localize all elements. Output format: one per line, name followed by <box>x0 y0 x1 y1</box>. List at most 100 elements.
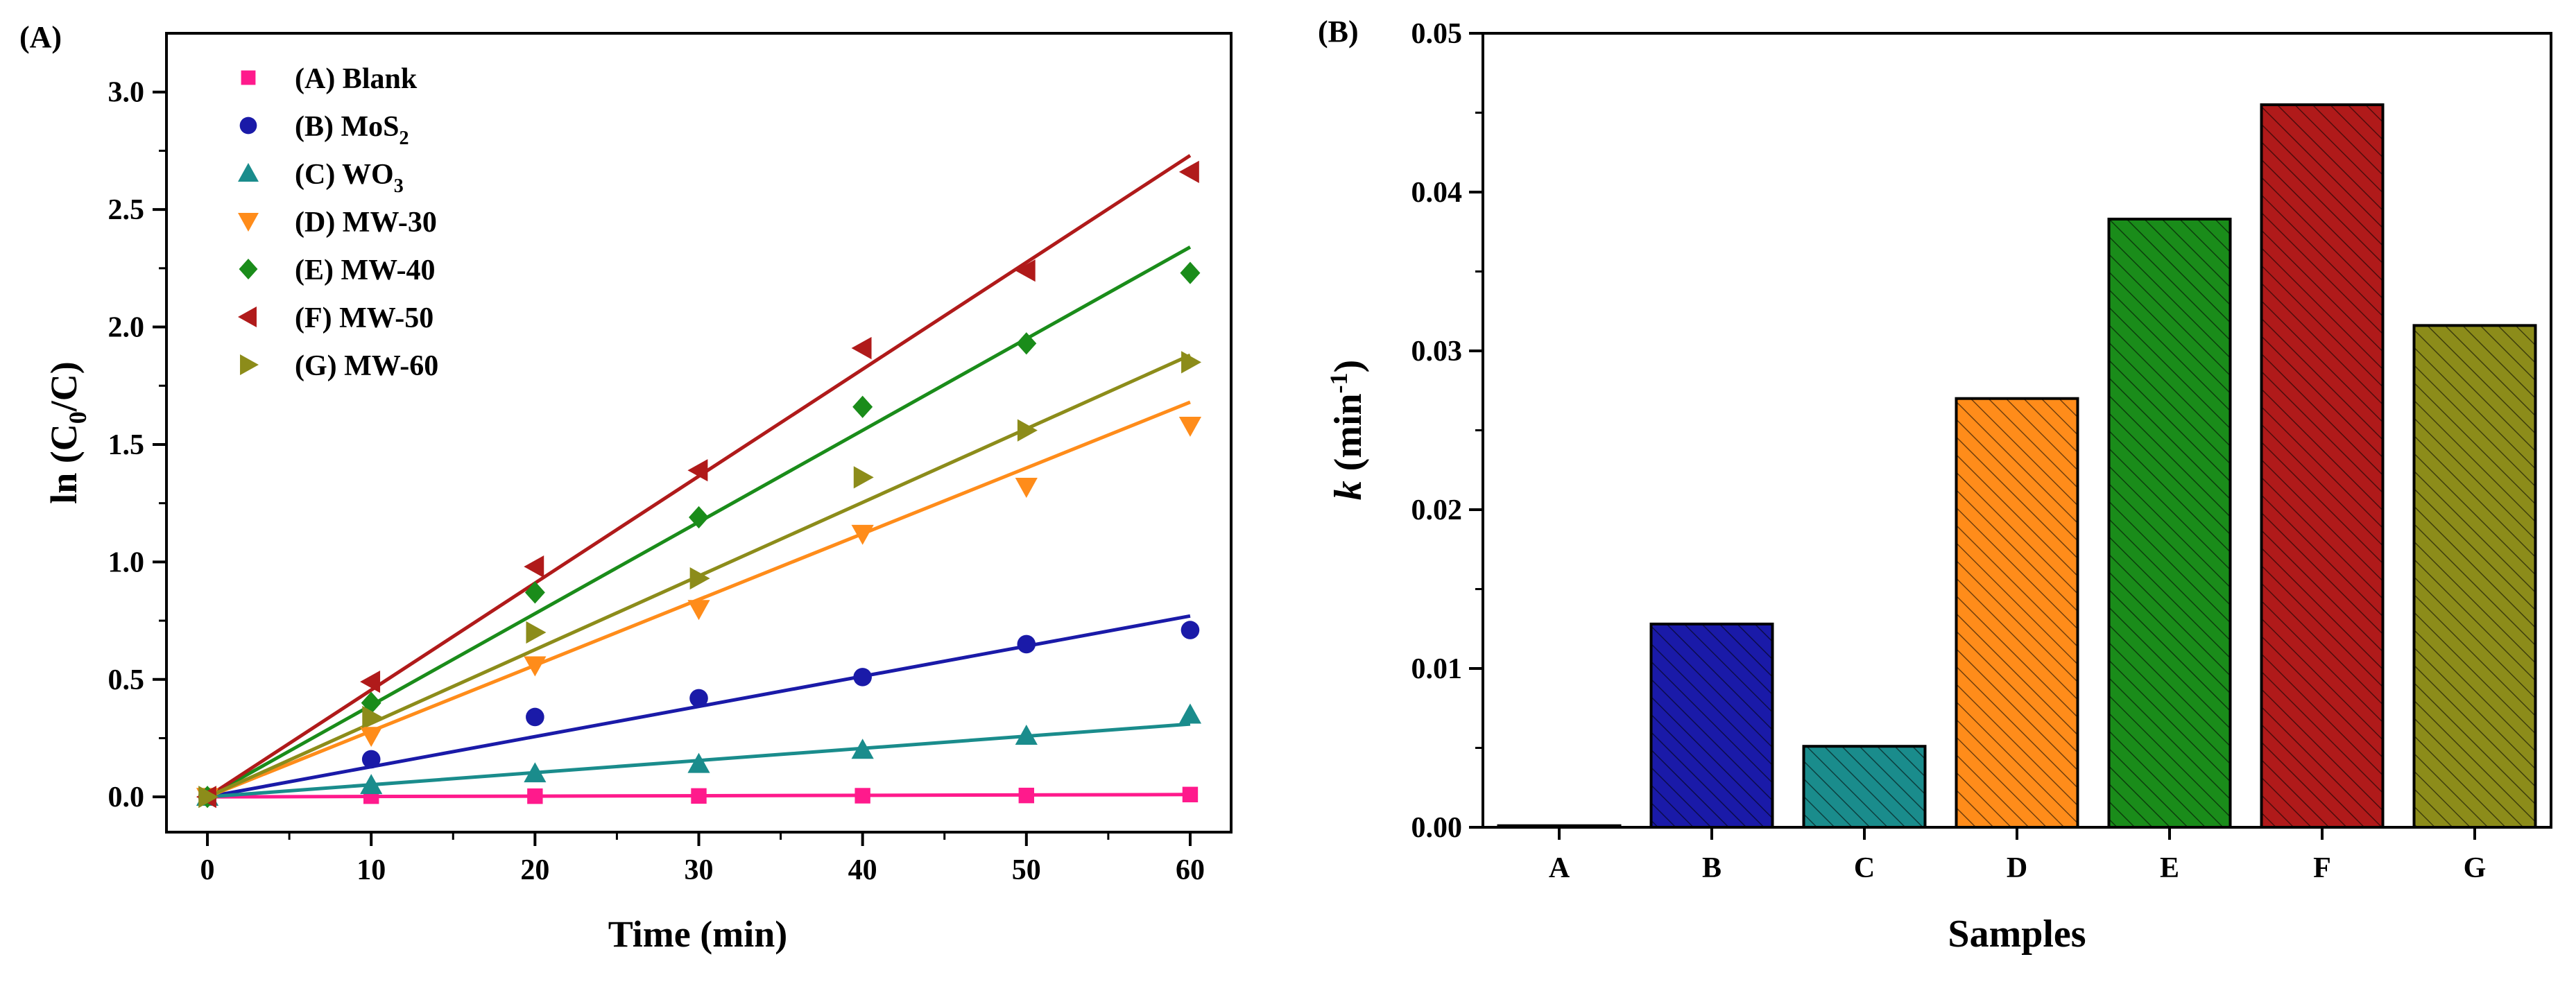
kinetics-scatter-chart: 0 10 20 30 40 50 60 0.0 0.5 1.0 1.5 2.0 2.5 3.0 (A) B… <box>43 32 1233 955</box>
category-label: A <box>1549 852 1570 884</box>
y-axis-label: ln (C0/C) <box>43 361 92 504</box>
legend: (A) Blank (B) MoS2 (C) WO3 (D) MW-30 (E) MW-… <box>238 63 438 382</box>
data-point <box>360 727 383 748</box>
x-tick-label: 40 <box>848 854 877 886</box>
data-point <box>853 466 874 489</box>
data-point <box>1017 419 1038 442</box>
plot-frame-a <box>165 32 1233 834</box>
data-point <box>198 786 219 809</box>
category-label: E <box>2160 852 2179 884</box>
bar-B <box>1649 622 1774 829</box>
data-point <box>527 788 543 804</box>
data-point <box>855 788 870 804</box>
y-tick-label: 1.5 <box>108 429 145 461</box>
data-point <box>360 774 383 795</box>
legend-label: (C) WO3 <box>295 159 404 197</box>
category-label: F <box>2313 852 2331 884</box>
data-point <box>361 750 381 769</box>
x-tick-label: 60 <box>1176 854 1205 886</box>
data-point <box>1181 351 1202 374</box>
legend-marker <box>238 163 259 182</box>
data-point <box>851 524 874 545</box>
x-tick-label: 30 <box>685 854 714 886</box>
data-point <box>526 707 544 727</box>
data-point <box>1182 786 1199 802</box>
data-point <box>361 691 381 714</box>
data-point <box>524 656 547 677</box>
y-tick-label: 0.00 <box>1411 812 1463 844</box>
legend-label: (B) MoS2 <box>295 111 409 149</box>
data-point <box>687 600 710 621</box>
bar-D <box>1955 397 2079 829</box>
data-point <box>687 752 710 773</box>
data-point <box>1015 259 1036 282</box>
category-label: D <box>2007 852 2027 884</box>
data-point <box>1180 261 1201 284</box>
y-tick-label: 0.03 <box>1411 336 1463 368</box>
data-point <box>689 567 710 590</box>
legend-label: (D) MW-30 <box>295 207 437 239</box>
data-point <box>1015 724 1038 745</box>
x-axis-label: Time (min) <box>608 913 787 955</box>
x-tick-label: 10 <box>357 854 386 886</box>
bar-G <box>2412 324 2537 829</box>
data-point <box>526 621 547 644</box>
data-point <box>524 555 544 578</box>
data-point <box>1180 621 1200 639</box>
y-tick-label: 0.0 <box>108 782 145 813</box>
data-point <box>852 395 873 418</box>
x-axis-label-b: Samples <box>1948 913 2086 956</box>
legend-marker <box>239 259 258 279</box>
data-point <box>362 705 383 729</box>
data-point <box>1178 416 1202 437</box>
y-tick-label: 0.04 <box>1411 177 1463 209</box>
panel-a-label: (A) <box>19 20 62 54</box>
legend-marker <box>241 70 256 85</box>
legend-marker <box>239 116 257 135</box>
y-tick-label: 0.01 <box>1411 653 1463 685</box>
legend-marker <box>240 354 259 375</box>
y-axis-label-b: k (min-1) <box>1325 360 1370 501</box>
category-label: B <box>1702 852 1721 884</box>
data-point <box>1017 635 1036 654</box>
data-point <box>689 689 708 708</box>
data-point <box>360 671 381 693</box>
data-point <box>1178 703 1202 724</box>
data-point <box>689 506 709 529</box>
y-tick-label: 1.0 <box>108 546 145 578</box>
category-label: G <box>2464 852 2487 884</box>
data-point <box>1018 787 1035 804</box>
panel-b-label: (B) <box>1318 15 1359 49</box>
x-tick-label: 0 <box>200 854 215 886</box>
data-point <box>1016 332 1037 355</box>
x-tick-label: 50 <box>1012 854 1041 886</box>
y-tick-label: 2.5 <box>108 194 145 226</box>
data-point <box>1178 160 1199 184</box>
data-point <box>691 788 707 804</box>
data-point <box>851 739 874 759</box>
data-point <box>853 668 872 687</box>
y-tick-label: 3.0 <box>108 77 145 109</box>
data-point <box>524 762 547 783</box>
x-tick-label: 20 <box>520 854 549 886</box>
legend-marker <box>238 213 259 232</box>
y-tick-label: 2.0 <box>108 312 145 344</box>
y-tick-label: 0.02 <box>1411 494 1463 526</box>
legend-label: (G) MW-60 <box>295 350 438 382</box>
bar-E <box>2107 217 2232 829</box>
data-point <box>687 459 708 482</box>
legend-marker <box>238 307 257 327</box>
rate-constant-bar-chart: A B C D E F G0.000.010.020.030.040.05 Samples … <box>1325 18 2552 956</box>
legend-label: (E) MW-40 <box>295 254 436 286</box>
category-label: C <box>1854 852 1875 884</box>
data-point <box>851 336 872 360</box>
y-tick-label: 0.05 <box>1411 18 1463 50</box>
legend-label: (A) Blank <box>295 63 418 95</box>
fit-line <box>207 400 1191 799</box>
data-point <box>524 581 545 604</box>
y-tick-label: 0.5 <box>108 664 145 696</box>
legend-label: (F) MW-50 <box>295 302 433 334</box>
data-point <box>1015 478 1038 499</box>
bar-F <box>2260 103 2385 829</box>
